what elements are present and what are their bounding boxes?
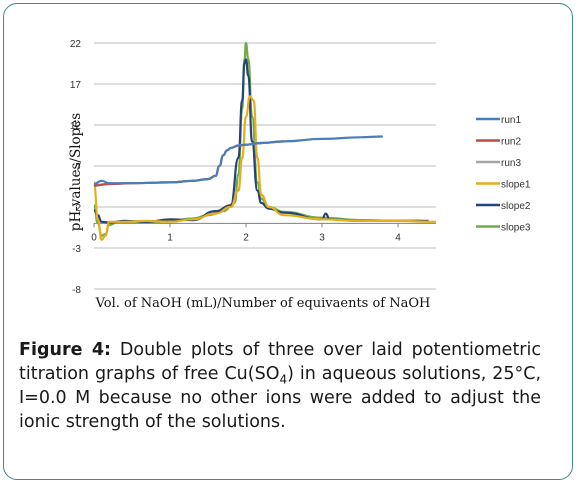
legend-label-slope1: slope1 (501, 180, 531, 191)
figure-card (3, 3, 573, 480)
legend-label-slope2: slope2 (501, 201, 531, 212)
x-tick-label: 0 (91, 232, 97, 243)
series-lines (92, 41, 437, 241)
figure-caption: Figure 4: Double plots of three over lai… (19, 338, 541, 434)
y-tick-label: 12 (70, 121, 82, 132)
x-tick-label: 3 (319, 232, 325, 243)
x-tick-label: 4 (395, 232, 401, 243)
caption-subscript: 4 (279, 372, 288, 387)
caption-text-2: ) in aqueous solutions, 25°C, I=0.0 M be… (19, 364, 542, 432)
y-tick-label: 2 (75, 203, 81, 214)
x-tick-labels: 0 1 2 3 4 (91, 232, 401, 243)
legend-label-slope3: slope3 (501, 223, 531, 234)
legend: run1 run2 run3 slope1 slope2 slope3 (476, 115, 531, 234)
y-tick-label: -8 (72, 285, 81, 296)
legend-label-run3: run3 (501, 158, 521, 169)
y-tick-label: 7 (75, 162, 81, 173)
y-tick-label: 22 (70, 39, 82, 50)
y-tick-label: -3 (72, 244, 81, 255)
caption-text-1: Double plots of three over laid potentio… (19, 340, 541, 384)
x-tick-label: 1 (167, 232, 173, 243)
y-tick-label: 17 (70, 80, 82, 91)
series-line-run1 (93, 135, 383, 186)
legend-label-run1: run1 (501, 115, 521, 126)
y-axis-label: pH-values/Slopes (68, 113, 84, 231)
y-tick-labels: 22 17 12 7 2 -3 -8 (70, 39, 82, 296)
series-line-slope1 (92, 95, 437, 241)
grid-lines (94, 42, 436, 290)
x-axis-label: Vol. of NaOH (mL)/Number of equivaents o… (95, 296, 431, 311)
x-axis (93, 222, 436, 228)
x-tick-label: 2 (243, 232, 249, 243)
caption-label: Figure 4: (19, 340, 112, 360)
legend-label-run2: run2 (501, 137, 521, 148)
